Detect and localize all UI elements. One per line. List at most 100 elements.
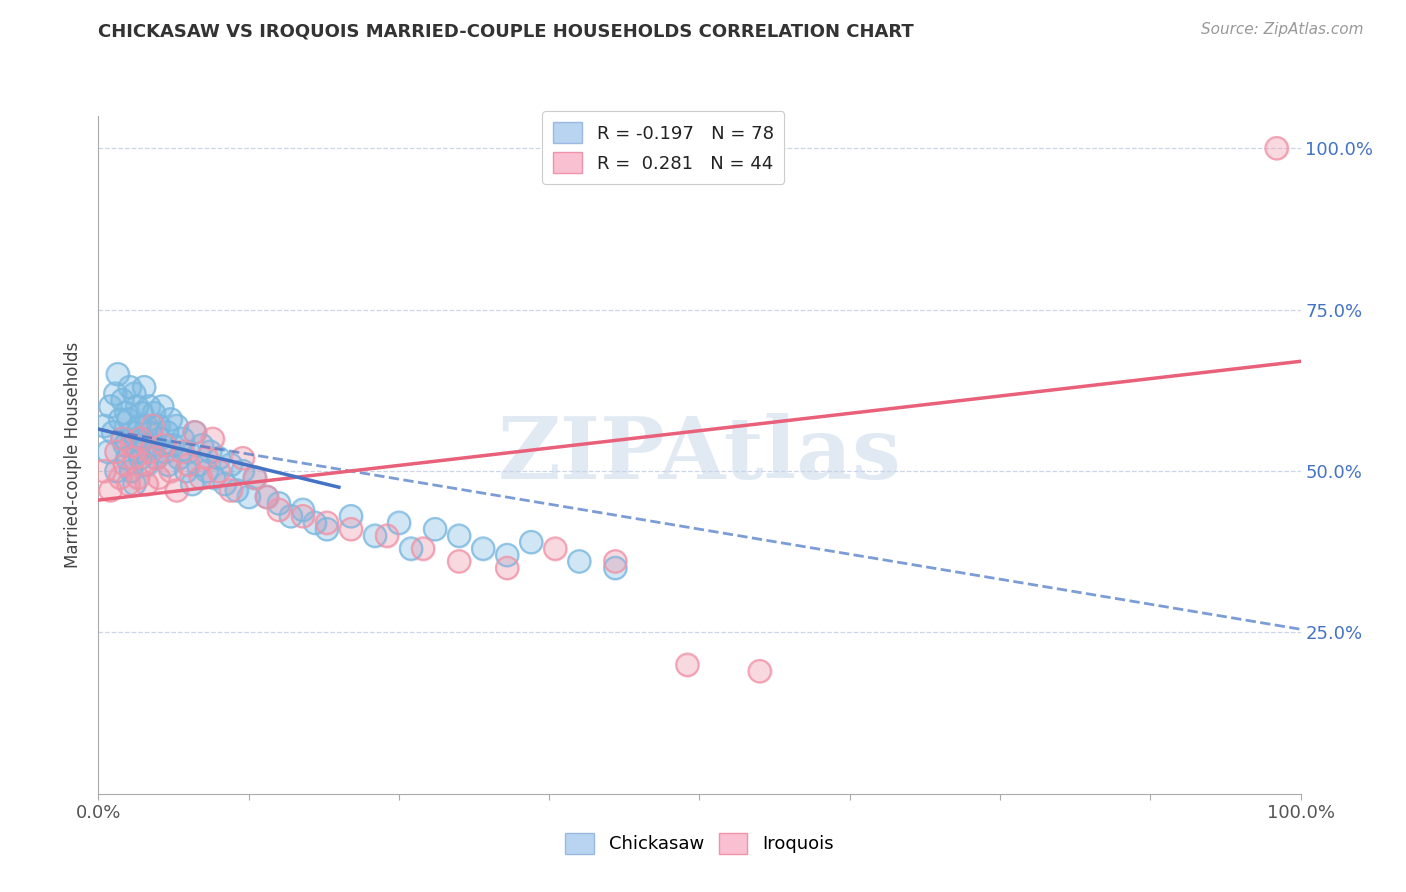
Point xyxy=(125,400,148,414)
Point xyxy=(568,554,591,568)
Point xyxy=(183,425,205,440)
Point xyxy=(195,451,218,466)
Point xyxy=(153,438,176,452)
Point xyxy=(172,444,194,458)
Point xyxy=(605,561,627,575)
Point xyxy=(141,438,163,452)
Point xyxy=(157,458,180,472)
Point xyxy=(128,418,150,433)
Point xyxy=(181,477,204,491)
Point xyxy=(162,438,184,452)
Point xyxy=(748,664,770,678)
Point xyxy=(132,432,155,446)
Point xyxy=(117,451,139,466)
Point xyxy=(447,554,470,568)
Point xyxy=(304,516,326,530)
Point xyxy=(111,432,134,446)
Point xyxy=(159,412,181,426)
Point xyxy=(201,432,224,446)
Point xyxy=(177,458,200,472)
Point xyxy=(568,554,591,568)
Point xyxy=(93,418,115,433)
Point xyxy=(256,490,278,504)
Point xyxy=(132,458,155,472)
Point xyxy=(748,664,770,678)
Text: CHICKASAW VS IROQUOIS MARRIED-COUPLE HOUSEHOLDS CORRELATION CHART: CHICKASAW VS IROQUOIS MARRIED-COUPLE HOU… xyxy=(98,22,914,40)
Point xyxy=(132,432,155,446)
Point xyxy=(496,548,519,562)
Point xyxy=(125,400,148,414)
Point xyxy=(108,412,131,426)
Point xyxy=(375,528,398,542)
Point xyxy=(148,418,170,433)
Point xyxy=(111,392,134,407)
Point xyxy=(200,444,222,458)
Point xyxy=(243,470,266,484)
Point xyxy=(676,657,699,672)
Point xyxy=(472,541,495,556)
Point xyxy=(114,458,136,472)
Point xyxy=(93,464,115,478)
Point xyxy=(472,541,495,556)
Point xyxy=(315,522,337,536)
Point xyxy=(315,522,337,536)
Point xyxy=(121,425,143,440)
Point xyxy=(267,496,290,510)
Point xyxy=(100,400,122,414)
Point xyxy=(291,503,314,517)
Point xyxy=(166,418,188,433)
Point xyxy=(364,528,387,542)
Point xyxy=(149,432,172,446)
Point xyxy=(544,541,567,556)
Point xyxy=(111,432,134,446)
Point xyxy=(388,516,411,530)
Point xyxy=(375,528,398,542)
Point xyxy=(177,444,200,458)
Point xyxy=(291,503,314,517)
Point xyxy=(115,406,138,420)
Point xyxy=(304,516,326,530)
Point xyxy=(145,451,167,466)
Point xyxy=(256,490,278,504)
Point xyxy=(399,541,422,556)
Point xyxy=(388,516,411,530)
Point xyxy=(135,418,157,433)
Point xyxy=(129,451,152,466)
Point xyxy=(364,528,387,542)
Point xyxy=(100,483,122,498)
Point xyxy=(129,432,152,446)
Point xyxy=(183,425,205,440)
Point xyxy=(159,412,181,426)
Point xyxy=(172,444,194,458)
Point xyxy=(153,444,176,458)
Point xyxy=(219,483,242,498)
Point xyxy=(676,657,699,672)
Point xyxy=(108,470,131,484)
Point xyxy=(232,464,254,478)
Point xyxy=(166,483,188,498)
Point xyxy=(1265,141,1288,155)
Point xyxy=(183,425,205,440)
Point xyxy=(605,561,627,575)
Point xyxy=(105,464,128,478)
Point xyxy=(142,406,165,420)
Text: Source: ZipAtlas.com: Source: ZipAtlas.com xyxy=(1201,22,1364,37)
Point xyxy=(115,406,138,420)
Point xyxy=(111,392,134,407)
Point xyxy=(141,418,163,433)
Point xyxy=(148,418,170,433)
Point xyxy=(124,451,146,466)
Point xyxy=(190,470,212,484)
Point xyxy=(121,425,143,440)
Point xyxy=(280,509,302,524)
Point xyxy=(148,470,170,484)
Point xyxy=(232,464,254,478)
Point xyxy=(256,490,278,504)
Point xyxy=(225,483,247,498)
Point xyxy=(121,438,143,452)
Point xyxy=(117,412,139,426)
Point xyxy=(124,451,146,466)
Point xyxy=(412,541,434,556)
Point xyxy=(423,522,446,536)
Point xyxy=(127,470,149,484)
